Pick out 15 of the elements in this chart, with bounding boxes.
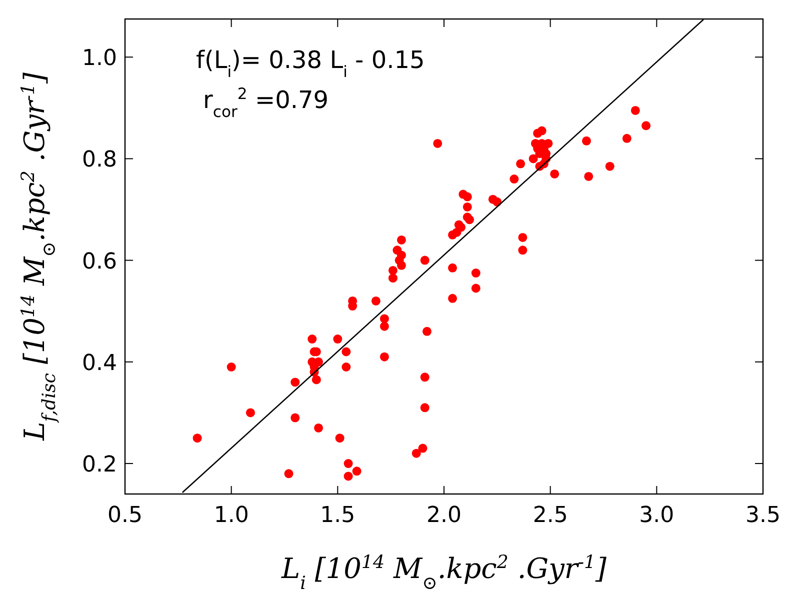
- y-tick-label: 0.8: [82, 148, 117, 173]
- x-tick-label: 1.0: [214, 503, 249, 528]
- y-tick-label: 1.0: [82, 46, 117, 72]
- x-tick-label: 3.5: [746, 503, 780, 528]
- x-tick-label: 2.5: [532, 503, 568, 528]
- annotation: f(L$_{i}$)= 0.38 L$_{i}$ - 0.15: [196, 46, 425, 81]
- text: L$_{i}$ [10$^{14}$ M$_{⊙}$.kpc$^{2}$ .Gyr$^{-1}$]: [282, 552, 606, 594]
- x-tick-label: 3.0: [639, 503, 674, 528]
- y-tick-label: 0.6: [82, 249, 117, 274]
- x-tick-label: 2.0: [426, 503, 462, 528]
- y-tick-label: 0.2: [82, 452, 117, 478]
- y-tick-label: 0.4: [82, 350, 117, 376]
- x-tick-label: 0.5: [108, 503, 142, 528]
- x-tick-label: 1.5: [320, 503, 356, 528]
- annotation: r$_{cor}$$^{2}$ =0.79: [203, 85, 329, 121]
